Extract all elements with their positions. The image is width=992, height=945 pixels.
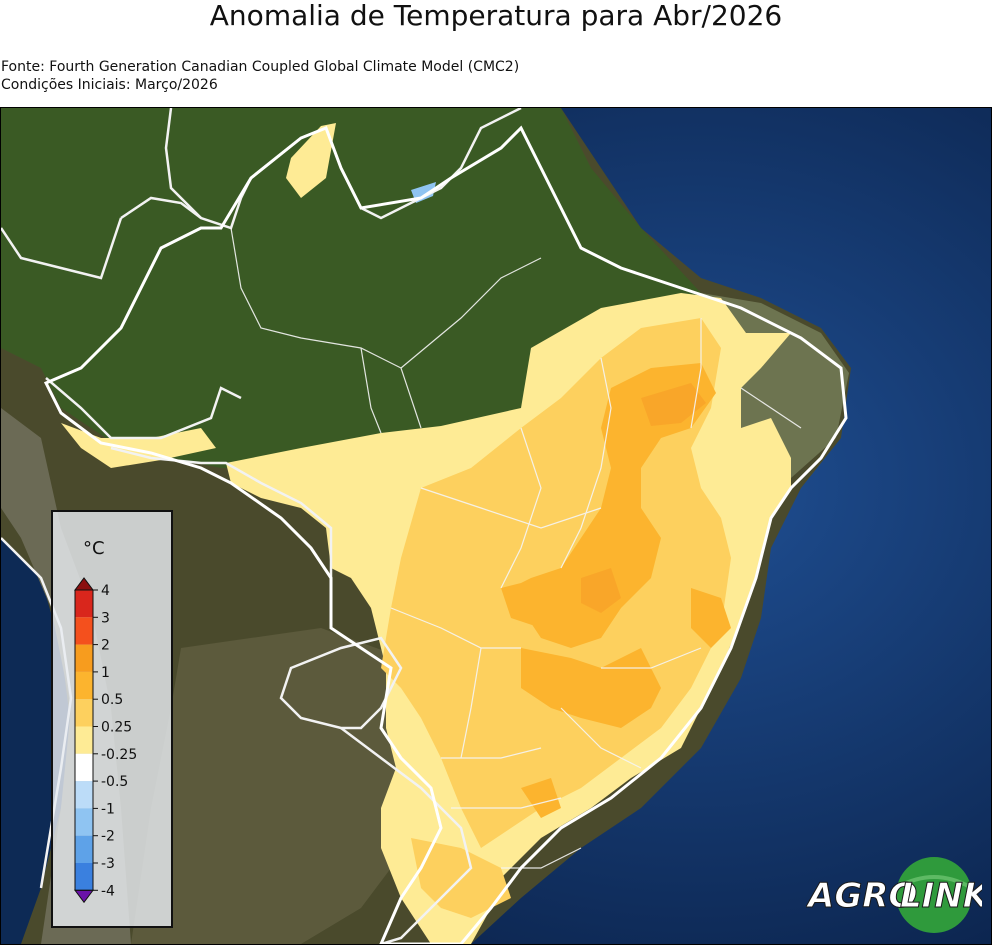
legend-band xyxy=(75,699,93,727)
legend-band xyxy=(75,781,93,809)
legend-tick-label: -2 xyxy=(101,829,115,845)
logo-globe-icon xyxy=(896,857,972,933)
state-borders xyxy=(230,227,802,869)
legend-band xyxy=(75,671,93,700)
legend-band xyxy=(75,617,93,645)
legend-tick-label: -4 xyxy=(101,883,115,899)
legend-tick-label: 0.5 xyxy=(101,692,123,708)
southern-lowlands xyxy=(131,628,451,944)
legend-tick-label: -1 xyxy=(101,801,115,817)
legend-tick-label: -3 xyxy=(101,856,115,872)
legend-tick-label: 4 xyxy=(101,583,110,599)
source-note: Fonte: Fourth Generation Canadian Couple… xyxy=(1,59,520,75)
legend-band xyxy=(75,644,93,672)
logo-text-left: AGRO xyxy=(806,876,917,916)
legend-band xyxy=(75,590,93,618)
legend-tick-label: 1 xyxy=(101,665,110,681)
legend-band xyxy=(75,753,93,782)
legend-band xyxy=(75,863,93,891)
legend-colorbar: 4 3 2 1 0.5 0.25 -0.25 -0.5 -1 -2 -3 -4 xyxy=(74,577,137,904)
map-title: Anomalia de Temperatura para Abr/2026 xyxy=(209,0,783,32)
legend-tick-label: 0.25 xyxy=(101,720,132,736)
initial-conditions-note: Condições Iniciais: Março/2026 xyxy=(1,77,218,93)
legend-tick-label: -0.25 xyxy=(101,747,137,763)
legend-under-arrow xyxy=(74,889,94,904)
anomaly-2-band xyxy=(581,383,706,613)
color-legend: °C 4 3 2 1 0.5 0.25 -0.25 -0.5 -1 -2 -3 -4 xyxy=(51,510,173,928)
legend-band xyxy=(75,808,93,836)
brazil-border xyxy=(43,125,848,944)
legend-tick-label: 2 xyxy=(101,638,110,654)
legend-band xyxy=(75,726,93,754)
legend-unit-label: °C xyxy=(83,538,105,559)
legend-over-arrow xyxy=(74,577,94,591)
logo-text-right: LINK xyxy=(900,876,982,916)
legend-frame xyxy=(74,589,94,891)
legend-tick-label: 3 xyxy=(101,610,110,626)
agrolink-logo: AGRO LINK xyxy=(805,857,992,937)
legend-tick-label: -0.5 xyxy=(101,774,128,790)
legend-band xyxy=(75,835,93,863)
